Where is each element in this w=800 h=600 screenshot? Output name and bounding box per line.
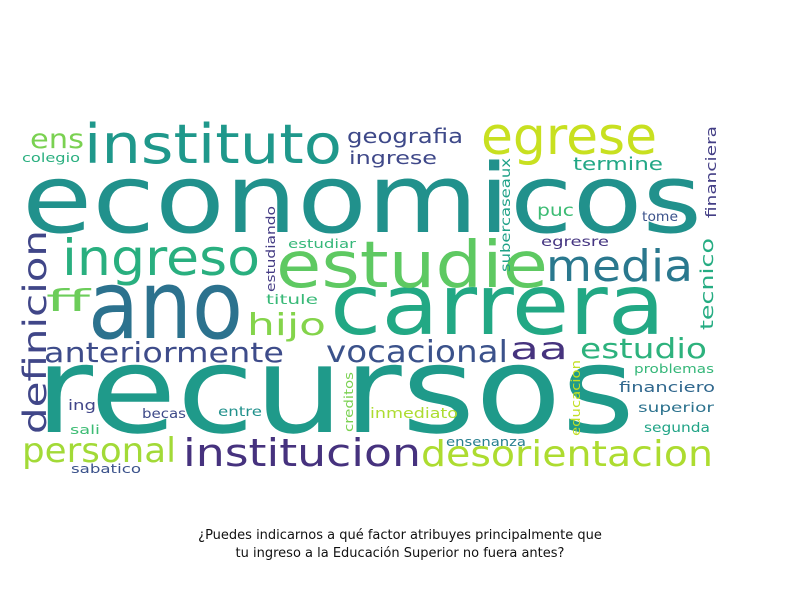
word-sabatico: sabatico xyxy=(71,462,141,476)
word-problemas: problemas xyxy=(634,362,714,376)
word-desorientacion: desorientacion xyxy=(421,434,713,475)
word-titule: titule xyxy=(266,293,318,308)
word-ff: ff xyxy=(46,284,93,319)
word-financiero: financiero xyxy=(619,380,715,396)
word-educacion: educacion xyxy=(569,360,583,436)
word-anteriormente: anteriormente xyxy=(44,336,284,369)
caption-line-2: tu ingreso a la Educación Superior no fu… xyxy=(235,546,565,561)
word-tome: tome xyxy=(642,210,678,225)
word-definicion: definicion xyxy=(16,230,54,434)
word-termine: termine xyxy=(573,154,663,175)
word-sali: sali xyxy=(70,423,100,437)
word-recursos: recursos xyxy=(35,322,635,461)
word-institucion: institucion xyxy=(183,431,421,475)
word-ensenanza: ensenanza xyxy=(446,435,526,449)
word-aa: aa xyxy=(510,332,568,367)
word-egrese: egrese xyxy=(481,107,657,167)
word-vocacional: vocacional xyxy=(326,335,508,370)
word-ingreso: ingreso xyxy=(62,229,260,287)
word-colegio: colegio xyxy=(22,151,80,165)
word-hijo: hijo xyxy=(247,308,326,343)
word-superior: superior xyxy=(638,401,715,416)
word-egresre: egresre xyxy=(541,235,609,250)
word-inmediato: inmediato xyxy=(370,406,458,422)
word-entre: entre xyxy=(218,405,262,420)
word-personal: personal xyxy=(22,431,176,471)
word-ano: ano xyxy=(88,251,243,361)
word-puc: puc xyxy=(537,201,574,221)
word-estudiando: estudiando xyxy=(264,206,278,292)
caption-line-1: ¿Puedes indicarnos a qué factor atribuye… xyxy=(198,528,602,543)
word-economicos: economicos xyxy=(22,145,702,255)
word-ingrese: ingrese xyxy=(349,148,437,169)
word-instituto: instituto xyxy=(84,113,342,176)
word-tecnico: tecnico xyxy=(697,238,718,330)
word-media: media xyxy=(546,241,693,292)
word-estudio: estudio xyxy=(580,332,707,365)
word-ing: ing xyxy=(68,398,96,414)
word-ens: ens xyxy=(30,124,84,155)
word-creditos: creditos xyxy=(342,372,356,432)
word-financiera: financiera xyxy=(704,126,720,218)
word-subercaseaux: subercaseaux xyxy=(499,158,514,272)
word-estudie: estudie xyxy=(276,229,548,303)
word-becas: becas xyxy=(142,407,186,422)
chart-caption: ¿Puedes indicarnos a qué factor atribuye… xyxy=(150,527,650,563)
word-estudiar: estudiar xyxy=(288,237,356,251)
word-segunda: segunda xyxy=(644,421,710,436)
word-carrera: carrera xyxy=(330,256,665,354)
word-geografia: geografia xyxy=(347,124,463,148)
